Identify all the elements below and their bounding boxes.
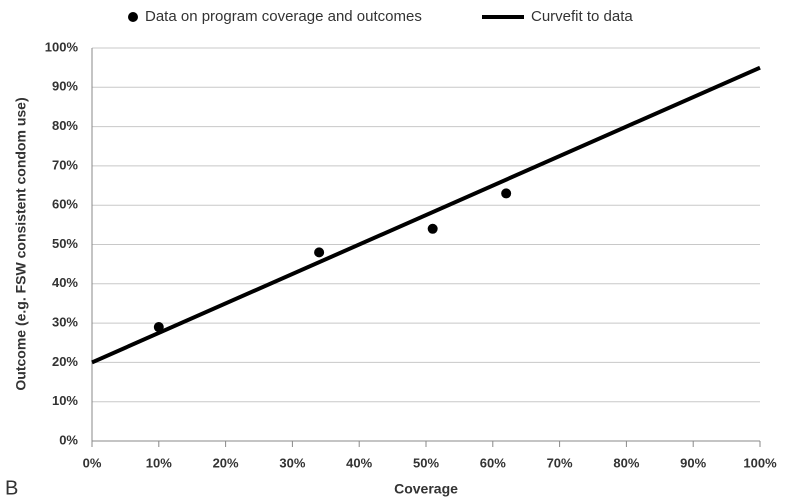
data-point xyxy=(153,322,164,333)
x-tick-label: 80% xyxy=(613,455,639,470)
y-tick-label: 50% xyxy=(52,236,78,251)
x-axis-label: Coverage xyxy=(394,481,458,497)
y-tick-label: 70% xyxy=(52,157,78,172)
x-tick-label: 30% xyxy=(279,455,305,470)
y-tick-label: 90% xyxy=(52,79,78,94)
legend-label: Curvefit to data xyxy=(531,8,633,25)
x-tick-label: 0% xyxy=(83,455,102,470)
y-tick-label: 10% xyxy=(52,393,78,408)
x-tick-label: 60% xyxy=(480,455,506,470)
y-tick-label: 20% xyxy=(52,354,78,369)
data-point xyxy=(501,188,512,199)
y-tick-label: 0% xyxy=(59,432,78,447)
x-tick-label: 20% xyxy=(213,455,239,470)
data-point xyxy=(314,247,325,258)
legend-swatch xyxy=(128,12,138,22)
y-tick-label: 80% xyxy=(52,118,78,133)
y-tick-label: 60% xyxy=(52,197,78,212)
x-tick-label: 100% xyxy=(743,455,777,470)
x-tick-label: 50% xyxy=(413,455,439,470)
x-tick-label: 40% xyxy=(346,455,372,470)
y-tick-label: 100% xyxy=(45,39,79,54)
panel-label: B xyxy=(5,477,18,499)
legend-label: Data on program coverage and outcomes xyxy=(145,8,422,25)
x-tick-label: 70% xyxy=(547,455,573,470)
x-tick-label: 90% xyxy=(680,455,706,470)
y-axis-label: Outcome (e.g. FSW consistent condom use) xyxy=(13,97,29,390)
fit-line xyxy=(91,65,761,365)
x-tick-label: 10% xyxy=(146,455,172,470)
data-point xyxy=(427,223,438,234)
y-tick-label: 40% xyxy=(52,275,78,290)
y-tick-label: 30% xyxy=(52,315,78,330)
